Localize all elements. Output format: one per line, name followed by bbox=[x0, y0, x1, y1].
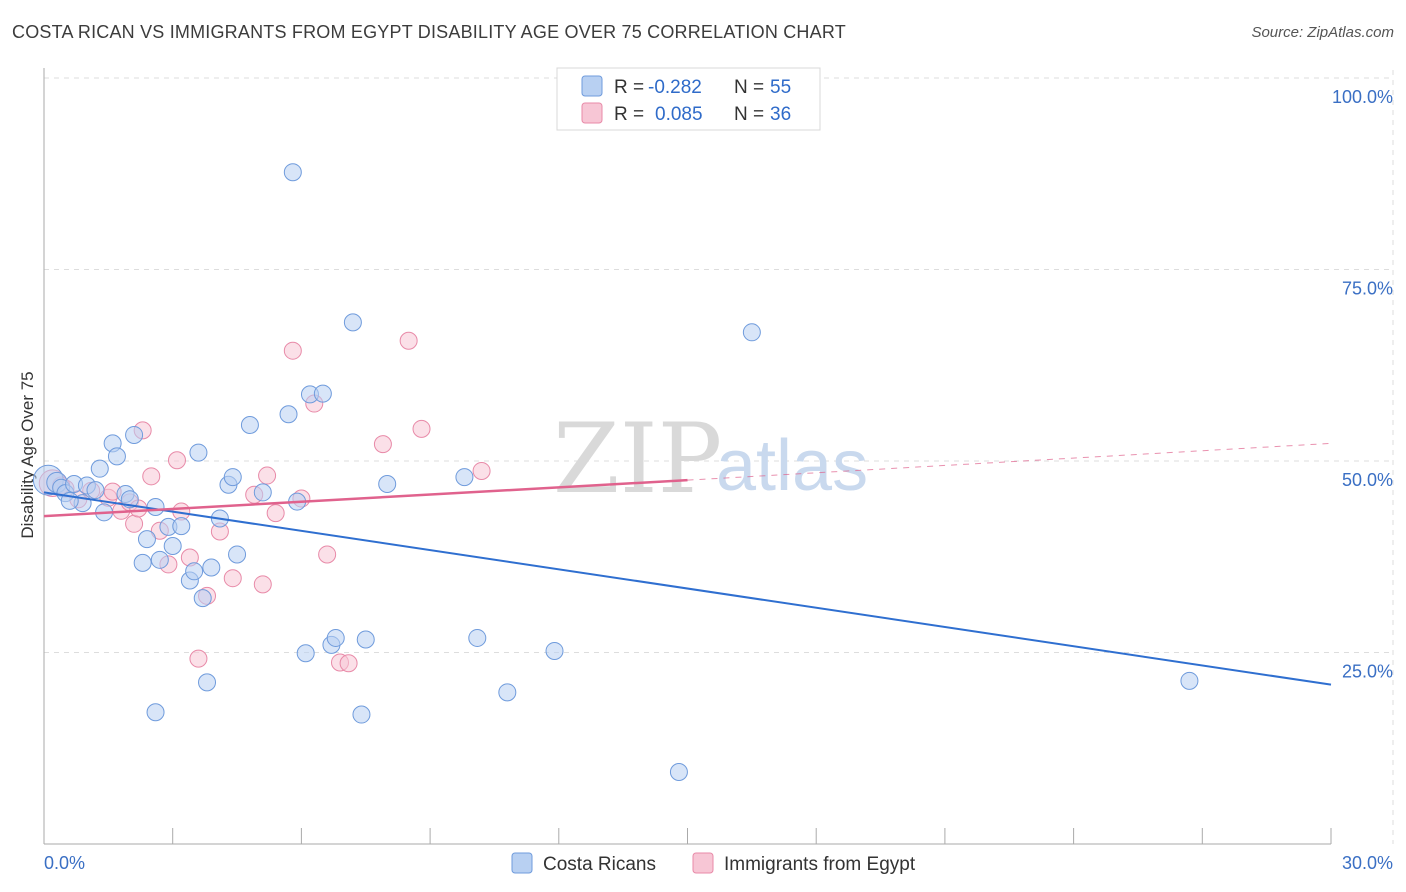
costa-rican-point-26 bbox=[202, 558, 221, 577]
egypt-point-24 bbox=[283, 341, 302, 360]
costa-rican-point-47 bbox=[498, 683, 517, 702]
y-tick-label-0: 25.0% bbox=[1342, 662, 1393, 682]
x-tick-label-1: 30.0% bbox=[1342, 853, 1393, 873]
egypt-point-10 bbox=[142, 467, 161, 486]
costa-rican-point-21 bbox=[172, 517, 191, 536]
trend-line-costa-ricans bbox=[43, 491, 1332, 686]
costa-rican-point-25 bbox=[193, 589, 212, 608]
egypt-point-16 bbox=[189, 649, 208, 668]
legend-n-label-pink: N = bbox=[734, 104, 764, 125]
costa-rican-point-17 bbox=[146, 497, 165, 516]
costa-rican-point-16 bbox=[137, 530, 156, 549]
costa-rican-point-45 bbox=[455, 468, 474, 487]
costa-rican-point-30 bbox=[223, 468, 242, 487]
egypt-point-32 bbox=[412, 419, 431, 438]
trend-lines bbox=[43, 442, 1332, 686]
watermark-atlas: atlas bbox=[716, 426, 868, 506]
legend-r-value-pink: 0.085 bbox=[655, 104, 703, 125]
costa-rican-point-52 bbox=[146, 703, 165, 722]
egypt-point-33 bbox=[472, 461, 491, 480]
costa-rican-point-32 bbox=[253, 483, 272, 502]
costa-rican-point-7 bbox=[86, 481, 105, 500]
egypt-point-19 bbox=[223, 569, 242, 588]
costa-rican-point-38 bbox=[296, 644, 315, 663]
legend-swatch-immigrants-from-egypt bbox=[692, 852, 714, 874]
costa-rican-point-44 bbox=[378, 474, 397, 493]
legend-n-label-blue: N = bbox=[734, 77, 764, 98]
costa-rican-point-18 bbox=[150, 550, 169, 569]
costa-rican-point-48 bbox=[545, 641, 564, 660]
costa-rican-point-15 bbox=[133, 553, 152, 572]
costa-rican-point-31 bbox=[240, 415, 259, 434]
costa-rican-point-11 bbox=[107, 447, 126, 466]
legend-label-immigrants-from-egypt: Immigrants from Egypt bbox=[724, 854, 916, 875]
costa-rican-point-40 bbox=[326, 628, 345, 647]
costa-rican-point-33 bbox=[279, 405, 298, 424]
egypt-point-27 bbox=[318, 545, 337, 564]
egypt-point-21 bbox=[253, 575, 272, 594]
costa-rican-point-14 bbox=[125, 425, 144, 444]
legend-r-value-blue: -0.282 bbox=[648, 77, 702, 98]
source-label: Source: ZipAtlas.com bbox=[1251, 24, 1394, 41]
costa-rican-point-37 bbox=[313, 384, 332, 403]
x-tick-labels: 0.0% 30.0% bbox=[44, 853, 1393, 873]
legend-n-value-blue: 55 bbox=[770, 77, 791, 98]
costa-rican-point-49 bbox=[669, 762, 688, 781]
costa-rican-point-34 bbox=[283, 163, 302, 182]
y-tick-label-3: 100.0% bbox=[1332, 87, 1393, 107]
y-tick-label-1: 50.0% bbox=[1342, 470, 1393, 490]
costa-rican-point-42 bbox=[356, 630, 375, 649]
y-tick-label-2: 75.0% bbox=[1342, 279, 1393, 299]
egypt-point-29 bbox=[339, 654, 358, 673]
costa-rican-point-29 bbox=[228, 545, 247, 564]
costa-rican-point-8 bbox=[90, 459, 109, 478]
costa-rican-point-43 bbox=[352, 705, 371, 724]
trend-line-immigrants-from-egypt bbox=[43, 478, 688, 518]
legend-r-label-blue: R = bbox=[614, 77, 644, 98]
costa-rican-point-20 bbox=[163, 537, 182, 556]
axes bbox=[43, 68, 1332, 845]
costa-rican-point-50 bbox=[742, 323, 761, 342]
correlation-legend: R = -0.282 N = 55 R = 0.085 N = 36 bbox=[556, 67, 821, 131]
legend-n-value-pink: 36 bbox=[770, 104, 791, 125]
costa-rican-point-13 bbox=[120, 490, 139, 509]
legend-swatch-costa-ricans bbox=[511, 852, 533, 874]
watermark-zip: ZIP bbox=[553, 403, 722, 515]
legend-label-costa-ricans: Costa Ricans bbox=[543, 854, 656, 875]
series-legend: Costa Ricans Immigrants from Egypt bbox=[511, 852, 916, 875]
egypt-point-13 bbox=[167, 451, 186, 470]
legend-r-label-pink: R = bbox=[614, 104, 644, 125]
costa-rican-point-53 bbox=[198, 673, 217, 692]
costa-rican-point-46 bbox=[468, 628, 487, 647]
x-tick-label-0: 0.0% bbox=[44, 853, 85, 873]
legend-swatch-blue bbox=[581, 75, 603, 97]
egypt-point-31 bbox=[399, 331, 418, 350]
costa-rican-point-51 bbox=[1180, 671, 1199, 690]
watermark: ZIP atlas bbox=[553, 403, 868, 515]
chart-title: COSTA RICAN VS IMMIGRANTS FROM EGYPT DIS… bbox=[12, 22, 846, 42]
gridlines bbox=[44, 70, 1394, 844]
costa-rican-point-24 bbox=[189, 443, 208, 462]
egypt-point-22 bbox=[258, 466, 277, 485]
egypt-point-30 bbox=[373, 435, 392, 454]
egypt-point-23 bbox=[266, 504, 285, 523]
y-tick-labels: 25.0% 50.0% 75.0% 100.0% bbox=[1332, 87, 1393, 682]
egypt-point-8 bbox=[125, 514, 144, 533]
costa-rican-point-41 bbox=[343, 313, 362, 332]
legend-swatch-pink bbox=[581, 102, 603, 124]
series-costa-ricans bbox=[32, 163, 1199, 781]
costa-rican-point-23 bbox=[185, 562, 204, 581]
